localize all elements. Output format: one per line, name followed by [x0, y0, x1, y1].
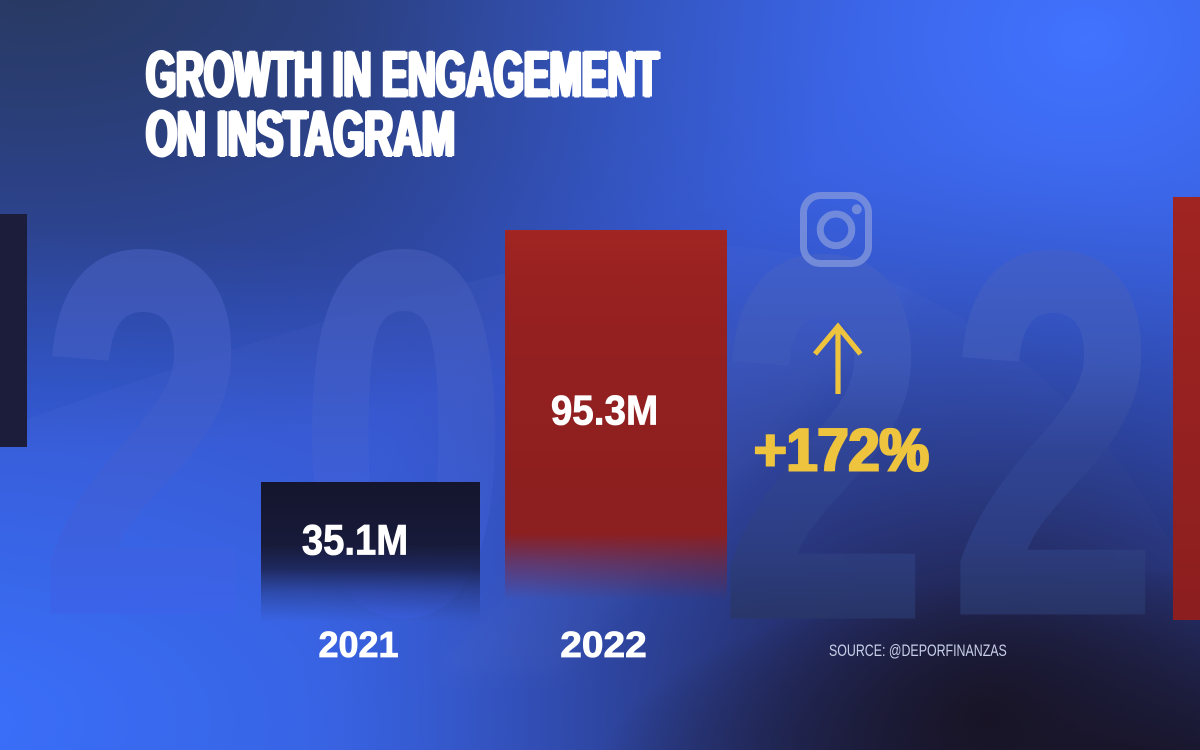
svg-text:GROWTH IN ENGAGEMENT: GROWTH IN ENGAGEMENT — [146, 41, 659, 113]
svg-text:95.3M: 95.3M — [551, 386, 658, 434]
svg-text:+172%: +172% — [755, 417, 930, 485]
svg-text:ON INSTAGRAM: ON INSTAGRAM — [146, 97, 455, 169]
svg-text:GROWTH IN ENGAGEMENT: GROWTH IN ENGAGEMENT — [146, 38, 659, 110]
svg-text:ON INSTAGRAM: ON INSTAGRAM — [144, 98, 453, 170]
svg-text:+172%: +172% — [753, 417, 928, 485]
svg-text:GROWTH IN ENGAGEMENT: GROWTH IN ENGAGEMENT — [148, 39, 661, 111]
svg-text:2021: 2021 — [318, 624, 398, 665]
svg-text:2022: 2022 — [560, 624, 646, 664]
svg-text:2: 2 — [720, 151, 928, 724]
svg-text:ON INSTAGRAM: ON INSTAGRAM — [146, 99, 455, 171]
svg-text:GROWTH IN ENGAGEMENT: GROWTH IN ENGAGEMENT — [144, 39, 657, 111]
svg-text:SOURCE: @DEPORFINANZAS: SOURCE: @DEPORFINANZAS — [829, 642, 1007, 660]
svg-text:35.1M: 35.1M — [302, 515, 408, 564]
svg-text:2: 2 — [950, 147, 1158, 720]
svg-text:ON INSTAGRAM: ON INSTAGRAM — [148, 98, 457, 170]
